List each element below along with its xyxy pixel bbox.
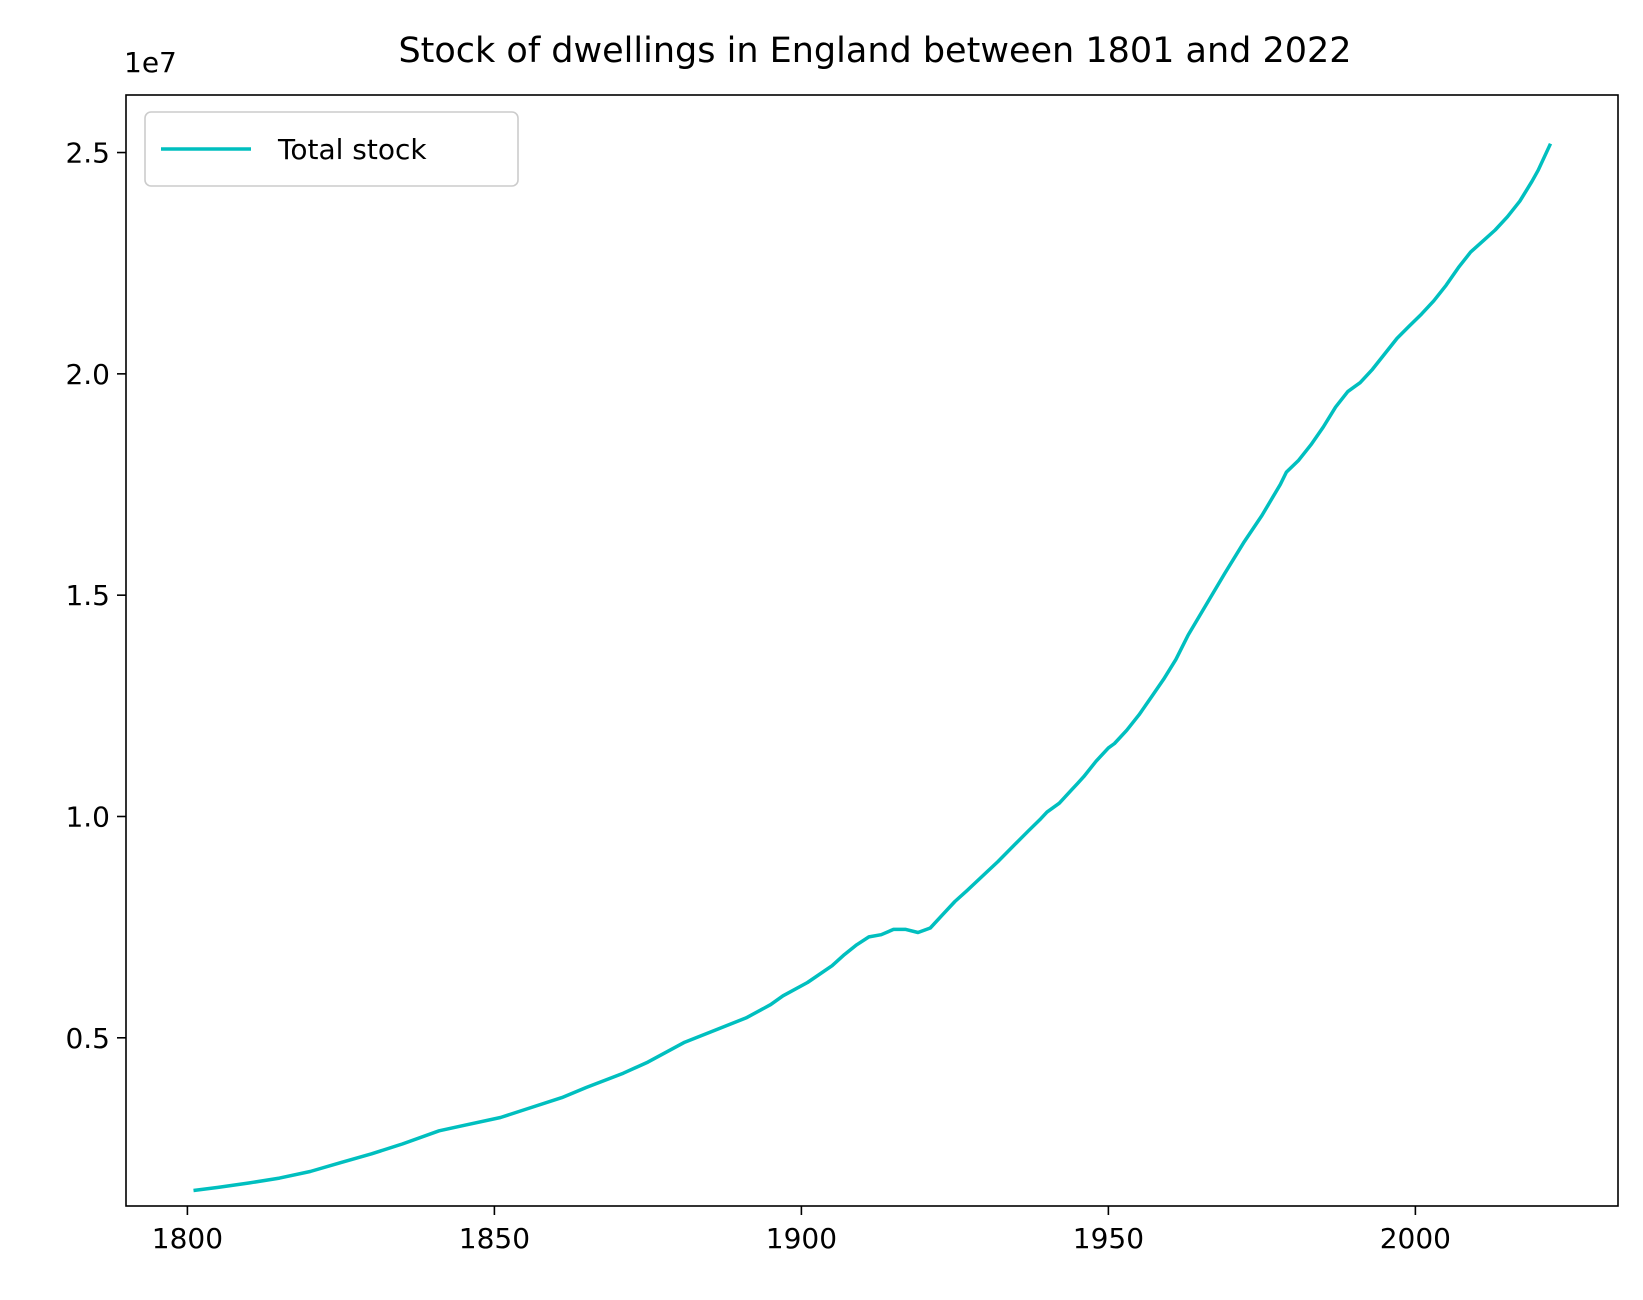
x-tick-label: 1900 <box>766 1222 837 1255</box>
y-tick-label: 2.0 <box>65 358 110 391</box>
legend-label: Total stock <box>277 133 427 166</box>
y-tick-label: 0.5 <box>65 1022 110 1055</box>
chart-title: Stock of dwellings in England between 18… <box>398 31 1351 71</box>
y-axis-offset-label: 1e7 <box>124 46 177 79</box>
x-axis: 1800 1850 1900 1950 2000 <box>152 1206 1451 1255</box>
series-line-total-stock <box>193 142 1553 1193</box>
y-tick-label: 1.0 <box>65 800 110 833</box>
x-tick-label: 2000 <box>1380 1222 1451 1255</box>
x-tick-label: 1950 <box>1073 1222 1144 1255</box>
y-tick-label: 2.5 <box>65 137 110 170</box>
plot-area: 1800 1850 1900 1950 2000 0.5 1.0 1.5 2.0 2.5 Tot… <box>65 94 1619 1255</box>
x-tick-label: 1800 <box>152 1222 223 1255</box>
axes-frame <box>125 94 1619 1207</box>
x-tick-label: 1850 <box>459 1222 530 1255</box>
y-tick-label: 1.5 <box>65 579 110 612</box>
series-layer <box>193 142 1553 1193</box>
legend: Total stock <box>144 111 519 187</box>
legend-box <box>144 111 519 187</box>
y-axis: 0.5 1.0 1.5 2.0 2.5 <box>65 137 126 1055</box>
